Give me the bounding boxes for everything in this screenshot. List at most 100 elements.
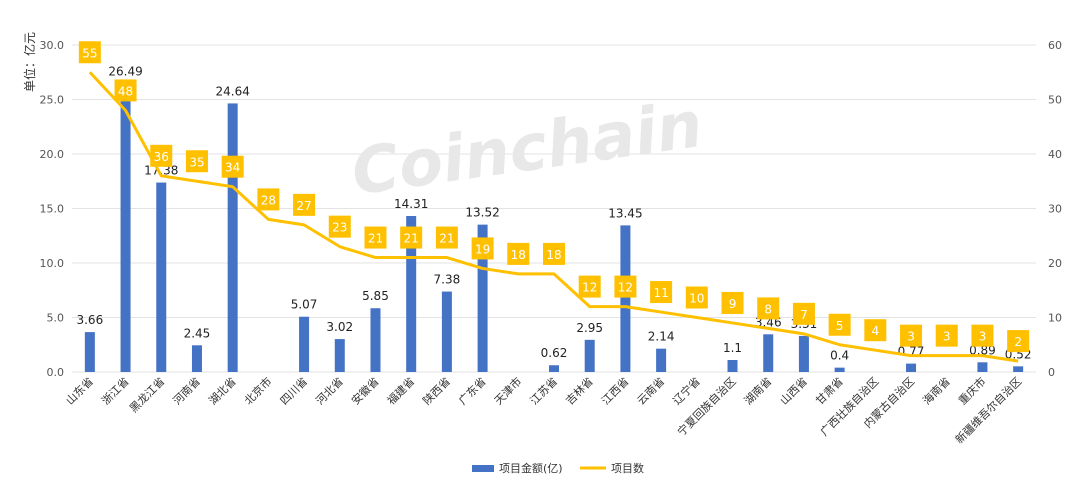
- line-label-box: [435, 226, 458, 249]
- line-data-label: 11: [650, 281, 673, 304]
- line-label-box: [721, 291, 744, 314]
- legend: 项目金额(亿) 项目数: [472, 461, 644, 475]
- bar: [227, 103, 238, 372]
- line-data-label: 21: [364, 226, 387, 249]
- bar: [370, 308, 381, 372]
- bar: [798, 335, 809, 372]
- line-label-text: 10: [689, 292, 704, 306]
- bar-data-label: 13.52: [465, 206, 499, 220]
- line-label-box: [650, 281, 673, 304]
- bar: [299, 316, 310, 372]
- line-label-box: [971, 324, 994, 347]
- watermark-text: Coinchain: [347, 88, 706, 210]
- line-label-text: 2: [1014, 335, 1022, 349]
- bar-data-label: 5.85: [362, 289, 389, 303]
- bar: [549, 365, 559, 372]
- line-label-box: [900, 324, 923, 347]
- line-label-text: 18: [546, 248, 561, 262]
- category-label: 陕西省: [420, 374, 453, 407]
- bar-data-label: 0.89: [969, 343, 996, 357]
- bar: [656, 348, 667, 372]
- right-tick-label: 30: [1048, 203, 1062, 216]
- line-data-label: 19: [471, 237, 494, 260]
- left-tick-label: 5.0: [47, 312, 65, 325]
- line-label-text: 34: [225, 161, 240, 175]
- bar-data-label: 3.66: [76, 313, 103, 327]
- category-label: 四川省: [278, 375, 311, 408]
- bar-data-label: 13.45: [608, 206, 642, 220]
- line-label-text: 18: [511, 248, 526, 262]
- left-axis-ticks: 0.0 5.0 10.0 15.0 20.0 25.0 30.0: [40, 39, 65, 379]
- category-label: 广东省: [456, 375, 489, 408]
- line-label-text: 11: [653, 286, 668, 300]
- category-label: 吉林省: [563, 374, 596, 407]
- bar-data-label: 2.14: [648, 330, 675, 344]
- bar-data-label: 17.38: [144, 164, 178, 178]
- right-tick-label: 20: [1048, 257, 1062, 270]
- right-tick-label: 60: [1048, 39, 1062, 52]
- line-label-text: 21: [404, 232, 419, 246]
- category-label: 甘肃省: [813, 375, 846, 408]
- line-label-text: 8: [764, 302, 772, 316]
- line-label-text: 4: [872, 324, 880, 338]
- left-tick-label: 0.0: [47, 366, 65, 379]
- line-data-label: 48: [114, 79, 137, 102]
- line-label-box: [935, 324, 958, 347]
- category-label: 湖南省: [742, 375, 775, 408]
- bar: [334, 339, 345, 372]
- category-label: 辽宁省: [670, 374, 703, 407]
- bar: [191, 345, 202, 372]
- bar-data-label: 0.62: [541, 346, 568, 360]
- bar: [406, 216, 417, 372]
- line-label-box: [114, 79, 137, 102]
- line-data-label: 23: [328, 215, 351, 238]
- bar: [441, 291, 452, 372]
- line-label-box: [78, 41, 101, 64]
- left-tick-label: 30.0: [40, 39, 65, 52]
- category-label: 天津市: [491, 374, 524, 407]
- line-label-text: 21: [368, 232, 383, 246]
- line-label-text: 9: [729, 297, 737, 311]
- category-label: 江西省: [599, 375, 632, 408]
- line-label-box: [400, 226, 423, 249]
- line-label-text: 48: [118, 84, 133, 98]
- bar: [120, 83, 131, 372]
- right-tick-label: 10: [1048, 312, 1062, 325]
- bar-data-label: 24.64: [215, 84, 249, 98]
- line-label-text: 7: [800, 308, 808, 322]
- line-label-box: [364, 226, 387, 249]
- line-label-box: [293, 193, 316, 216]
- line-label-text: 28: [261, 193, 276, 207]
- line-data-label: 12: [614, 275, 637, 298]
- line-data-label: 3: [935, 324, 958, 347]
- right-tick-label: 0: [1048, 366, 1055, 379]
- category-label: 江苏省: [528, 375, 561, 408]
- line-path: [88, 71, 1019, 363]
- line-label-box: [864, 319, 887, 342]
- line-label-box: [328, 215, 351, 238]
- bar: [156, 182, 167, 372]
- category-label: 湖北省: [206, 375, 239, 408]
- line-data-label: 5: [828, 313, 851, 336]
- line-data-label: 21: [400, 226, 423, 249]
- bar: [977, 362, 988, 372]
- legend-bar-swatch: [472, 465, 494, 472]
- line-data-label: 7: [792, 302, 815, 325]
- legend-line-label: 项目数: [611, 462, 644, 475]
- category-label: 河北省: [313, 375, 346, 408]
- category-label: 山东省: [63, 375, 96, 408]
- line-label-text: 23: [332, 221, 347, 235]
- bar: [584, 339, 595, 372]
- line-label-text: 3: [943, 330, 951, 344]
- bar-data-label: 1.1: [723, 341, 742, 355]
- right-tick-label: 50: [1048, 94, 1062, 107]
- line-label-box: [257, 188, 280, 211]
- line-label-box: [185, 150, 208, 173]
- category-label: 浙江省: [99, 375, 132, 408]
- bar-data-label: 3.02: [326, 320, 353, 334]
- line-data-label: 9: [721, 291, 744, 314]
- line-label-box: [614, 275, 637, 298]
- left-tick-label: 15.0: [40, 203, 65, 216]
